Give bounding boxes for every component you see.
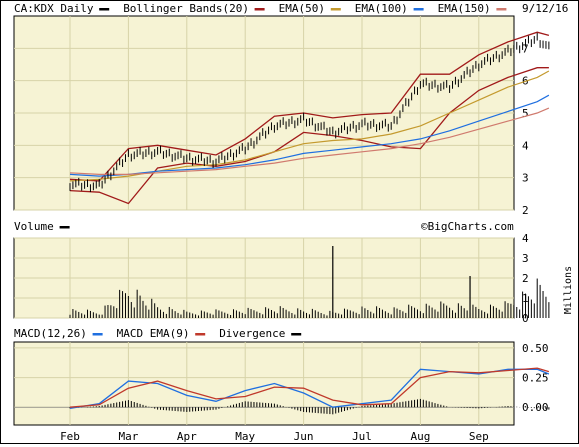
price-legend-swatch-0	[99, 8, 110, 11]
x-tick-label-6: Aug	[410, 430, 430, 443]
price-legend-swatch-4	[496, 8, 507, 11]
panel-bg-2	[13, 341, 515, 426]
volume-unit-label: Millions	[563, 266, 574, 314]
price-series-line-2	[69, 67, 549, 205]
price-legend-label-3: EMA(100)	[355, 2, 408, 15]
price-legend-label-0: CA:KDX Daily	[14, 2, 94, 15]
price-series-line-4	[69, 94, 550, 177]
volume-legend-swatch-0	[59, 226, 70, 229]
y-tick-label-1-4: 4	[522, 232, 529, 245]
x-tick-label-5: Jul	[352, 430, 372, 443]
y-tick-label-2-2: 0.50	[522, 342, 549, 355]
macd-series-line-0	[69, 368, 550, 410]
price-legend-swatch-1	[254, 8, 265, 11]
y-tick-label-0-5: 7	[522, 42, 529, 55]
x-tick-label-3: May	[235, 430, 255, 443]
price-series-line-5	[69, 107, 550, 175]
volume-legend-label-0: Volume	[14, 220, 54, 233]
y-tick-label-1-0: 0	[522, 312, 529, 325]
y-tick-label-1-3: 3	[522, 252, 529, 265]
watermark: ©BigCharts.com	[421, 220, 514, 233]
macd-legend-label-2: Divergence	[219, 327, 285, 340]
y-tick-label-0-3: 5	[522, 107, 529, 120]
x-tick-label-7: Sep	[469, 430, 489, 443]
date-label: 9/12/16	[522, 2, 568, 15]
price-legend-swatch-3	[413, 8, 424, 11]
y-tick-label-0-1: 3	[522, 172, 529, 185]
price-legend-label-4: EMA(150)	[438, 2, 491, 15]
price-series-line-1	[69, 31, 550, 182]
x-tick-label-0: Feb	[60, 430, 80, 443]
macd-legend-label-0: MACD(12,26)	[14, 327, 87, 340]
y-tick-label-2-0: 0.00	[522, 401, 549, 414]
price-legend-swatch-2	[330, 8, 341, 11]
x-tick-label-4: Jun	[294, 430, 314, 443]
y-tick-label-0-0: 2	[522, 204, 529, 217]
x-tick-label-1: Mar	[118, 430, 138, 443]
price-legend-label-1: Bollinger Bands(20)	[123, 2, 249, 15]
macd-legend-label-1: MACD EMA(9)	[117, 327, 190, 340]
macd-legend-swatch-2	[291, 333, 302, 336]
macd-legend-swatch-1	[195, 333, 206, 336]
y-tick-label-0-2: 4	[522, 139, 529, 152]
y-tick-label-1-2: 2	[522, 272, 529, 285]
macd-series-line-1	[69, 367, 550, 408]
macd-legend-swatch-0	[92, 333, 103, 336]
x-tick-label-2: Apr	[177, 430, 197, 443]
price-legend-label-2: EMA(50)	[279, 2, 325, 15]
y-tick-label-2-1: 0.25	[522, 372, 549, 385]
